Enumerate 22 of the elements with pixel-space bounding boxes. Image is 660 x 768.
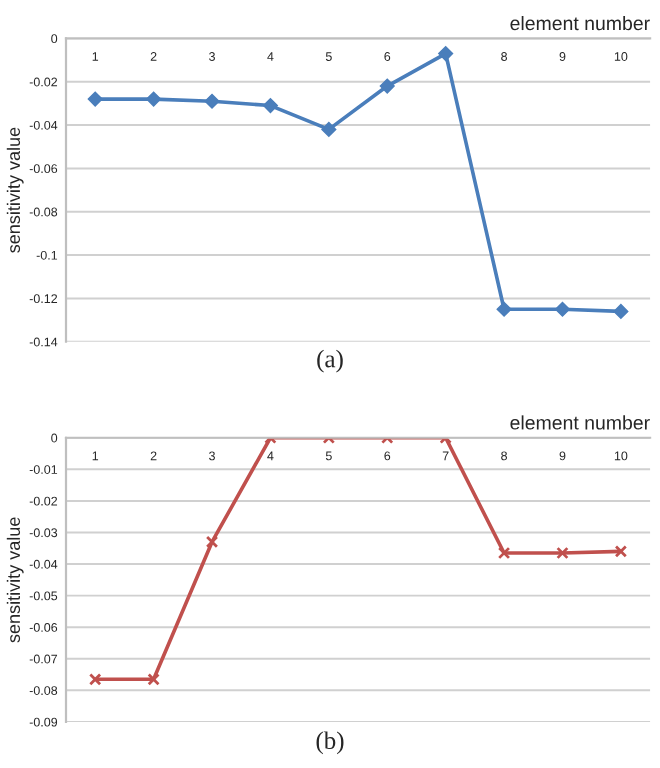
point	[554, 301, 571, 317]
point	[146, 91, 162, 107]
point	[438, 45, 454, 62]
text: (b)	[316, 731, 344, 755]
point	[379, 78, 395, 94]
point	[205, 535, 219, 549]
text: (a)	[317, 349, 343, 373]
point	[613, 303, 629, 319]
point	[147, 673, 160, 686]
point	[262, 98, 279, 114]
y-axis-title: sensitivity value	[6, 127, 24, 253]
y-axis-title: sensitivity value	[6, 517, 24, 643]
point	[88, 673, 102, 686]
point	[556, 546, 569, 560]
point	[204, 93, 220, 109]
point	[321, 121, 337, 137]
point	[87, 91, 103, 107]
x-axis-title: element number	[510, 15, 650, 31]
point	[497, 546, 511, 560]
point	[614, 545, 628, 558]
x-axis-title: element number	[510, 415, 650, 430]
point	[496, 301, 512, 317]
